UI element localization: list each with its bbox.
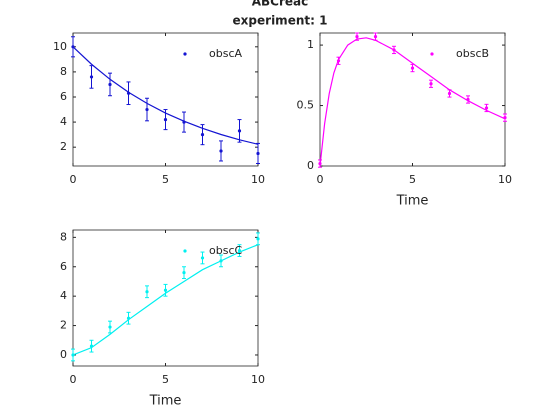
data-point (237, 129, 242, 133)
data-point (429, 82, 433, 86)
data-point (237, 248, 242, 253)
y-tick-label: 6 (60, 90, 67, 103)
data-point (182, 271, 186, 275)
data-point (256, 151, 260, 156)
axes-box (319, 32, 506, 167)
axes-box (72, 32, 259, 167)
x-tick-label: 10 (251, 173, 265, 186)
y-tick-label: 8 (60, 230, 67, 243)
data-point (200, 133, 205, 137)
y-tick-label: 4 (60, 289, 67, 302)
x-tick-label: 5 (162, 173, 169, 186)
y-tick-label: 0 (60, 348, 67, 361)
data-point (89, 344, 94, 348)
legend-marker (183, 249, 187, 253)
x-tick-label: 10 (498, 173, 512, 186)
y-tick-label: 10 (53, 40, 67, 53)
y-tick-label: 2 (60, 319, 67, 332)
legend-label: obscB (456, 47, 489, 60)
y-tick-label: 1 (307, 38, 314, 51)
data-point (355, 35, 359, 39)
x-tick-label: 5 (409, 173, 416, 186)
legend-marker (183, 52, 187, 56)
data-point (503, 116, 507, 120)
y-tick-label: 6 (60, 260, 67, 273)
data-point (336, 59, 341, 63)
y-tick-label: 0.5 (297, 99, 315, 112)
y-tick-label: 2 (60, 140, 67, 153)
data-point (71, 353, 75, 357)
fit-line (319, 37, 506, 167)
data-point (219, 149, 223, 153)
y-tick-label: 4 (60, 115, 67, 128)
x-tick-label: 10 (251, 373, 265, 386)
data-point (163, 288, 168, 292)
legend-label: obscC (209, 244, 242, 257)
axes-box (72, 229, 259, 367)
data-point (447, 91, 452, 96)
figure-subtitle: experiment: 1 (233, 14, 328, 28)
data-point (219, 259, 223, 263)
figure-title: ABCreac (252, 0, 309, 9)
x-axis-label: Time (149, 394, 182, 409)
data-point (126, 91, 131, 95)
data-point (410, 66, 415, 70)
data-point (200, 256, 205, 260)
x-axis-label: Time (396, 194, 429, 209)
data-point (71, 45, 75, 49)
data-point (466, 97, 470, 102)
data-point (108, 325, 112, 329)
legend-marker (430, 52, 434, 56)
data-point (318, 161, 322, 166)
y-tick-label: 8 (60, 65, 67, 78)
y-tick-label: 0 (307, 159, 314, 172)
legend-label: obscA (209, 47, 242, 60)
data-point (108, 82, 112, 87)
data-point (126, 316, 131, 320)
data-point (373, 35, 378, 39)
data-point (484, 106, 489, 110)
data-point (145, 290, 149, 294)
x-tick-label: 0 (70, 173, 77, 186)
data-point (256, 237, 260, 241)
x-tick-label: 5 (162, 373, 169, 386)
data-point (392, 48, 396, 52)
x-tick-label: 0 (70, 373, 77, 386)
data-point (163, 117, 168, 122)
data-point (89, 75, 94, 79)
x-tick-label: 0 (317, 173, 324, 186)
data-point (145, 107, 149, 112)
data-point (182, 120, 186, 124)
